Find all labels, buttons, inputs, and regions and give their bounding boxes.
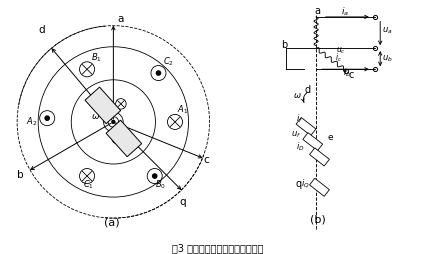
Text: $C_1$: $C_1$ bbox=[83, 178, 94, 191]
Text: 图3 凸级同步电机内部变量正方向: 图3 凸级同步电机内部变量正方向 bbox=[172, 244, 264, 253]
Text: $\omega$: $\omega$ bbox=[91, 112, 100, 121]
Text: c: c bbox=[348, 70, 354, 80]
Text: $i_Q$: $i_Q$ bbox=[301, 177, 310, 189]
Text: $i_b$: $i_b$ bbox=[343, 67, 351, 80]
Text: e: e bbox=[328, 133, 334, 142]
Circle shape bbox=[45, 116, 49, 120]
Circle shape bbox=[116, 137, 119, 140]
Polygon shape bbox=[106, 120, 142, 157]
Text: q: q bbox=[296, 179, 302, 189]
Text: $i_a$: $i_a$ bbox=[341, 5, 349, 18]
Text: $B_1$: $B_1$ bbox=[91, 51, 102, 64]
Circle shape bbox=[112, 120, 115, 123]
Text: b: b bbox=[17, 170, 24, 180]
Text: $i_D$: $i_D$ bbox=[296, 140, 304, 153]
Text: (b): (b) bbox=[310, 215, 326, 225]
Text: c: c bbox=[204, 155, 209, 165]
Text: $u_c$: $u_c$ bbox=[336, 45, 346, 56]
Text: (a): (a) bbox=[104, 218, 120, 228]
Text: $i_c$: $i_c$ bbox=[335, 52, 342, 64]
Text: $A_1$: $A_1$ bbox=[177, 104, 188, 116]
Text: $A_2$: $A_2$ bbox=[26, 116, 37, 129]
Text: $i_f$: $i_f$ bbox=[296, 113, 303, 125]
Circle shape bbox=[157, 71, 160, 75]
Text: b: b bbox=[282, 40, 288, 50]
Text: $\omega$: $\omega$ bbox=[293, 91, 302, 100]
Polygon shape bbox=[310, 178, 329, 196]
Text: $B_0$: $B_0$ bbox=[156, 178, 167, 191]
Text: d: d bbox=[38, 25, 45, 35]
Text: d: d bbox=[304, 85, 310, 95]
Text: $u_a$: $u_a$ bbox=[382, 25, 392, 36]
Text: a: a bbox=[314, 6, 320, 15]
Polygon shape bbox=[296, 118, 316, 136]
Text: $C_2$: $C_2$ bbox=[163, 55, 174, 68]
Polygon shape bbox=[310, 148, 329, 166]
Polygon shape bbox=[303, 133, 323, 151]
Text: $u_f$: $u_f$ bbox=[291, 130, 301, 140]
Text: $u_b$: $u_b$ bbox=[382, 54, 393, 64]
Text: a: a bbox=[117, 14, 123, 24]
Circle shape bbox=[153, 174, 157, 178]
Polygon shape bbox=[85, 87, 121, 124]
Text: q: q bbox=[180, 197, 186, 207]
